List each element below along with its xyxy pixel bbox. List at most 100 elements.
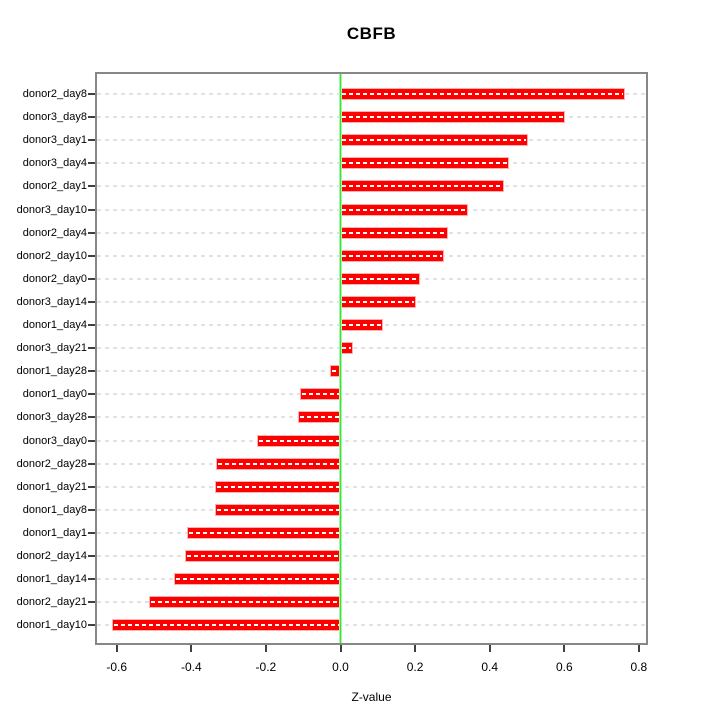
- y-axis-category-label: donor3_day28: [16, 411, 87, 424]
- y-axis-category-label: donor1_day14: [16, 573, 87, 586]
- y-axis-tick: [88, 624, 95, 627]
- data-bar: [340, 112, 565, 123]
- x-axis-tick: [190, 645, 193, 652]
- x-axis-title: Z-value: [351, 690, 392, 704]
- y-axis-category-label: donor3_day14: [16, 295, 87, 308]
- bar-inner-dash-pattern: [113, 624, 340, 627]
- y-axis-tick: [88, 185, 95, 188]
- x-axis-tick-label: -0.4: [180, 660, 202, 674]
- data-bar: [215, 481, 341, 492]
- y-axis-tick: [88, 555, 95, 557]
- bar-inner-dash-pattern: [175, 578, 340, 581]
- y-axis-category-label: donor3_day10: [16, 203, 87, 216]
- x-axis-tick-label: 0.0: [332, 660, 349, 674]
- row-gridline: [97, 508, 646, 511]
- data-bar: [187, 527, 341, 538]
- x-axis-tick-label: 0.4: [481, 660, 499, 674]
- bar-inner-dash-pattern: [332, 370, 340, 373]
- data-bar: [340, 250, 444, 261]
- y-axis-category-label: donor2_day4: [22, 226, 87, 239]
- row-gridline: [97, 416, 646, 419]
- y-axis-tick: [88, 485, 95, 488]
- bar-inner-dash-pattern: [300, 416, 340, 419]
- y-axis-category-label: donor3_day4: [22, 157, 87, 170]
- x-axis-tick-label: 0.6: [555, 660, 573, 674]
- data-bar: [340, 204, 468, 215]
- x-axis-tick: [637, 645, 640, 652]
- bar-inner-dash-pattern: [341, 139, 526, 142]
- row-gridline: [97, 601, 646, 604]
- bar-inner-dash-pattern: [216, 508, 340, 511]
- bar-inner-dash-pattern: [302, 393, 340, 396]
- data-bar: [340, 89, 624, 99]
- bar-inner-dash-pattern: [341, 300, 415, 303]
- row-gridline: [97, 624, 646, 627]
- data-bar: [258, 435, 341, 446]
- y-axis-tick: [88, 139, 95, 142]
- y-axis-category-label: donor1_day4: [22, 319, 87, 331]
- y-axis-category-label: donor3_day8: [22, 111, 87, 124]
- data-bar: [340, 273, 419, 284]
- y-axis-tick: [88, 508, 95, 511]
- x-axis-tick: [339, 645, 342, 652]
- bar-inner-dash-pattern: [188, 531, 340, 534]
- y-axis-category-label: donor2_day21: [16, 596, 87, 609]
- chart-title: CBFB: [346, 24, 397, 43]
- bar-inner-dash-pattern: [341, 277, 418, 280]
- bar-inner-dash-pattern: [259, 439, 340, 442]
- row-gridline: [97, 578, 646, 581]
- row-gridline: [97, 531, 646, 534]
- y-axis-category-label: donor1_day10: [16, 619, 87, 632]
- y-axis-tick: [88, 439, 95, 442]
- y-axis-category-label: donor1_day28: [16, 365, 87, 378]
- data-bar: [217, 458, 341, 469]
- data-bar: [340, 296, 416, 307]
- row-gridline: [97, 439, 646, 442]
- y-axis-tick: [88, 578, 95, 581]
- row-gridline: [97, 485, 646, 488]
- y-axis-tick: [88, 462, 95, 465]
- y-axis-tick: [88, 531, 95, 534]
- y-axis-tick: [88, 393, 95, 396]
- data-bar: [340, 227, 447, 238]
- bar-inner-dash-pattern: [151, 601, 340, 604]
- y-axis-tick: [88, 162, 95, 165]
- data-bar: [185, 551, 341, 561]
- y-axis-category-label: donor1_day0: [22, 388, 87, 401]
- data-bar: [299, 412, 341, 423]
- y-axis-tick: [88, 416, 95, 419]
- x-axis-tick: [563, 645, 566, 652]
- y-axis-category-label: donor2_day8: [22, 88, 87, 100]
- data-bar: [112, 620, 341, 631]
- x-axis-tick: [264, 645, 267, 652]
- data-bar: [340, 181, 503, 192]
- y-axis-tick: [88, 208, 95, 211]
- zero-reference-line: [339, 74, 342, 643]
- row-gridline: [97, 370, 646, 373]
- y-axis-tick: [88, 370, 95, 373]
- row-gridline: [97, 462, 646, 465]
- x-axis-tick: [115, 645, 118, 652]
- bar-inner-dash-pattern: [341, 347, 351, 350]
- x-axis-tick-label: -0.2: [255, 660, 277, 674]
- y-axis-tick: [88, 231, 95, 234]
- data-bar: [340, 135, 527, 146]
- y-axis-category-label: donor3_day1: [22, 134, 87, 147]
- row-gridline: [97, 393, 646, 396]
- data-bar: [340, 158, 509, 169]
- row-gridline: [97, 555, 646, 557]
- bar-inner-dash-pattern: [218, 462, 340, 465]
- data-bar: [340, 320, 382, 330]
- y-axis-category-label: donor2_day0: [22, 272, 87, 285]
- x-axis-tick-label: 0.2: [406, 660, 424, 674]
- y-axis-tick: [88, 324, 95, 326]
- y-axis-tick: [88, 347, 95, 350]
- y-axis-category-label: donor2_day10: [16, 249, 87, 262]
- data-bar: [150, 597, 341, 608]
- data-bar: [301, 389, 341, 400]
- x-axis-tick-label: -0.6: [106, 660, 128, 674]
- data-bar: [340, 343, 352, 354]
- y-axis-tick: [88, 116, 95, 119]
- bar-inner-dash-pattern: [341, 254, 443, 257]
